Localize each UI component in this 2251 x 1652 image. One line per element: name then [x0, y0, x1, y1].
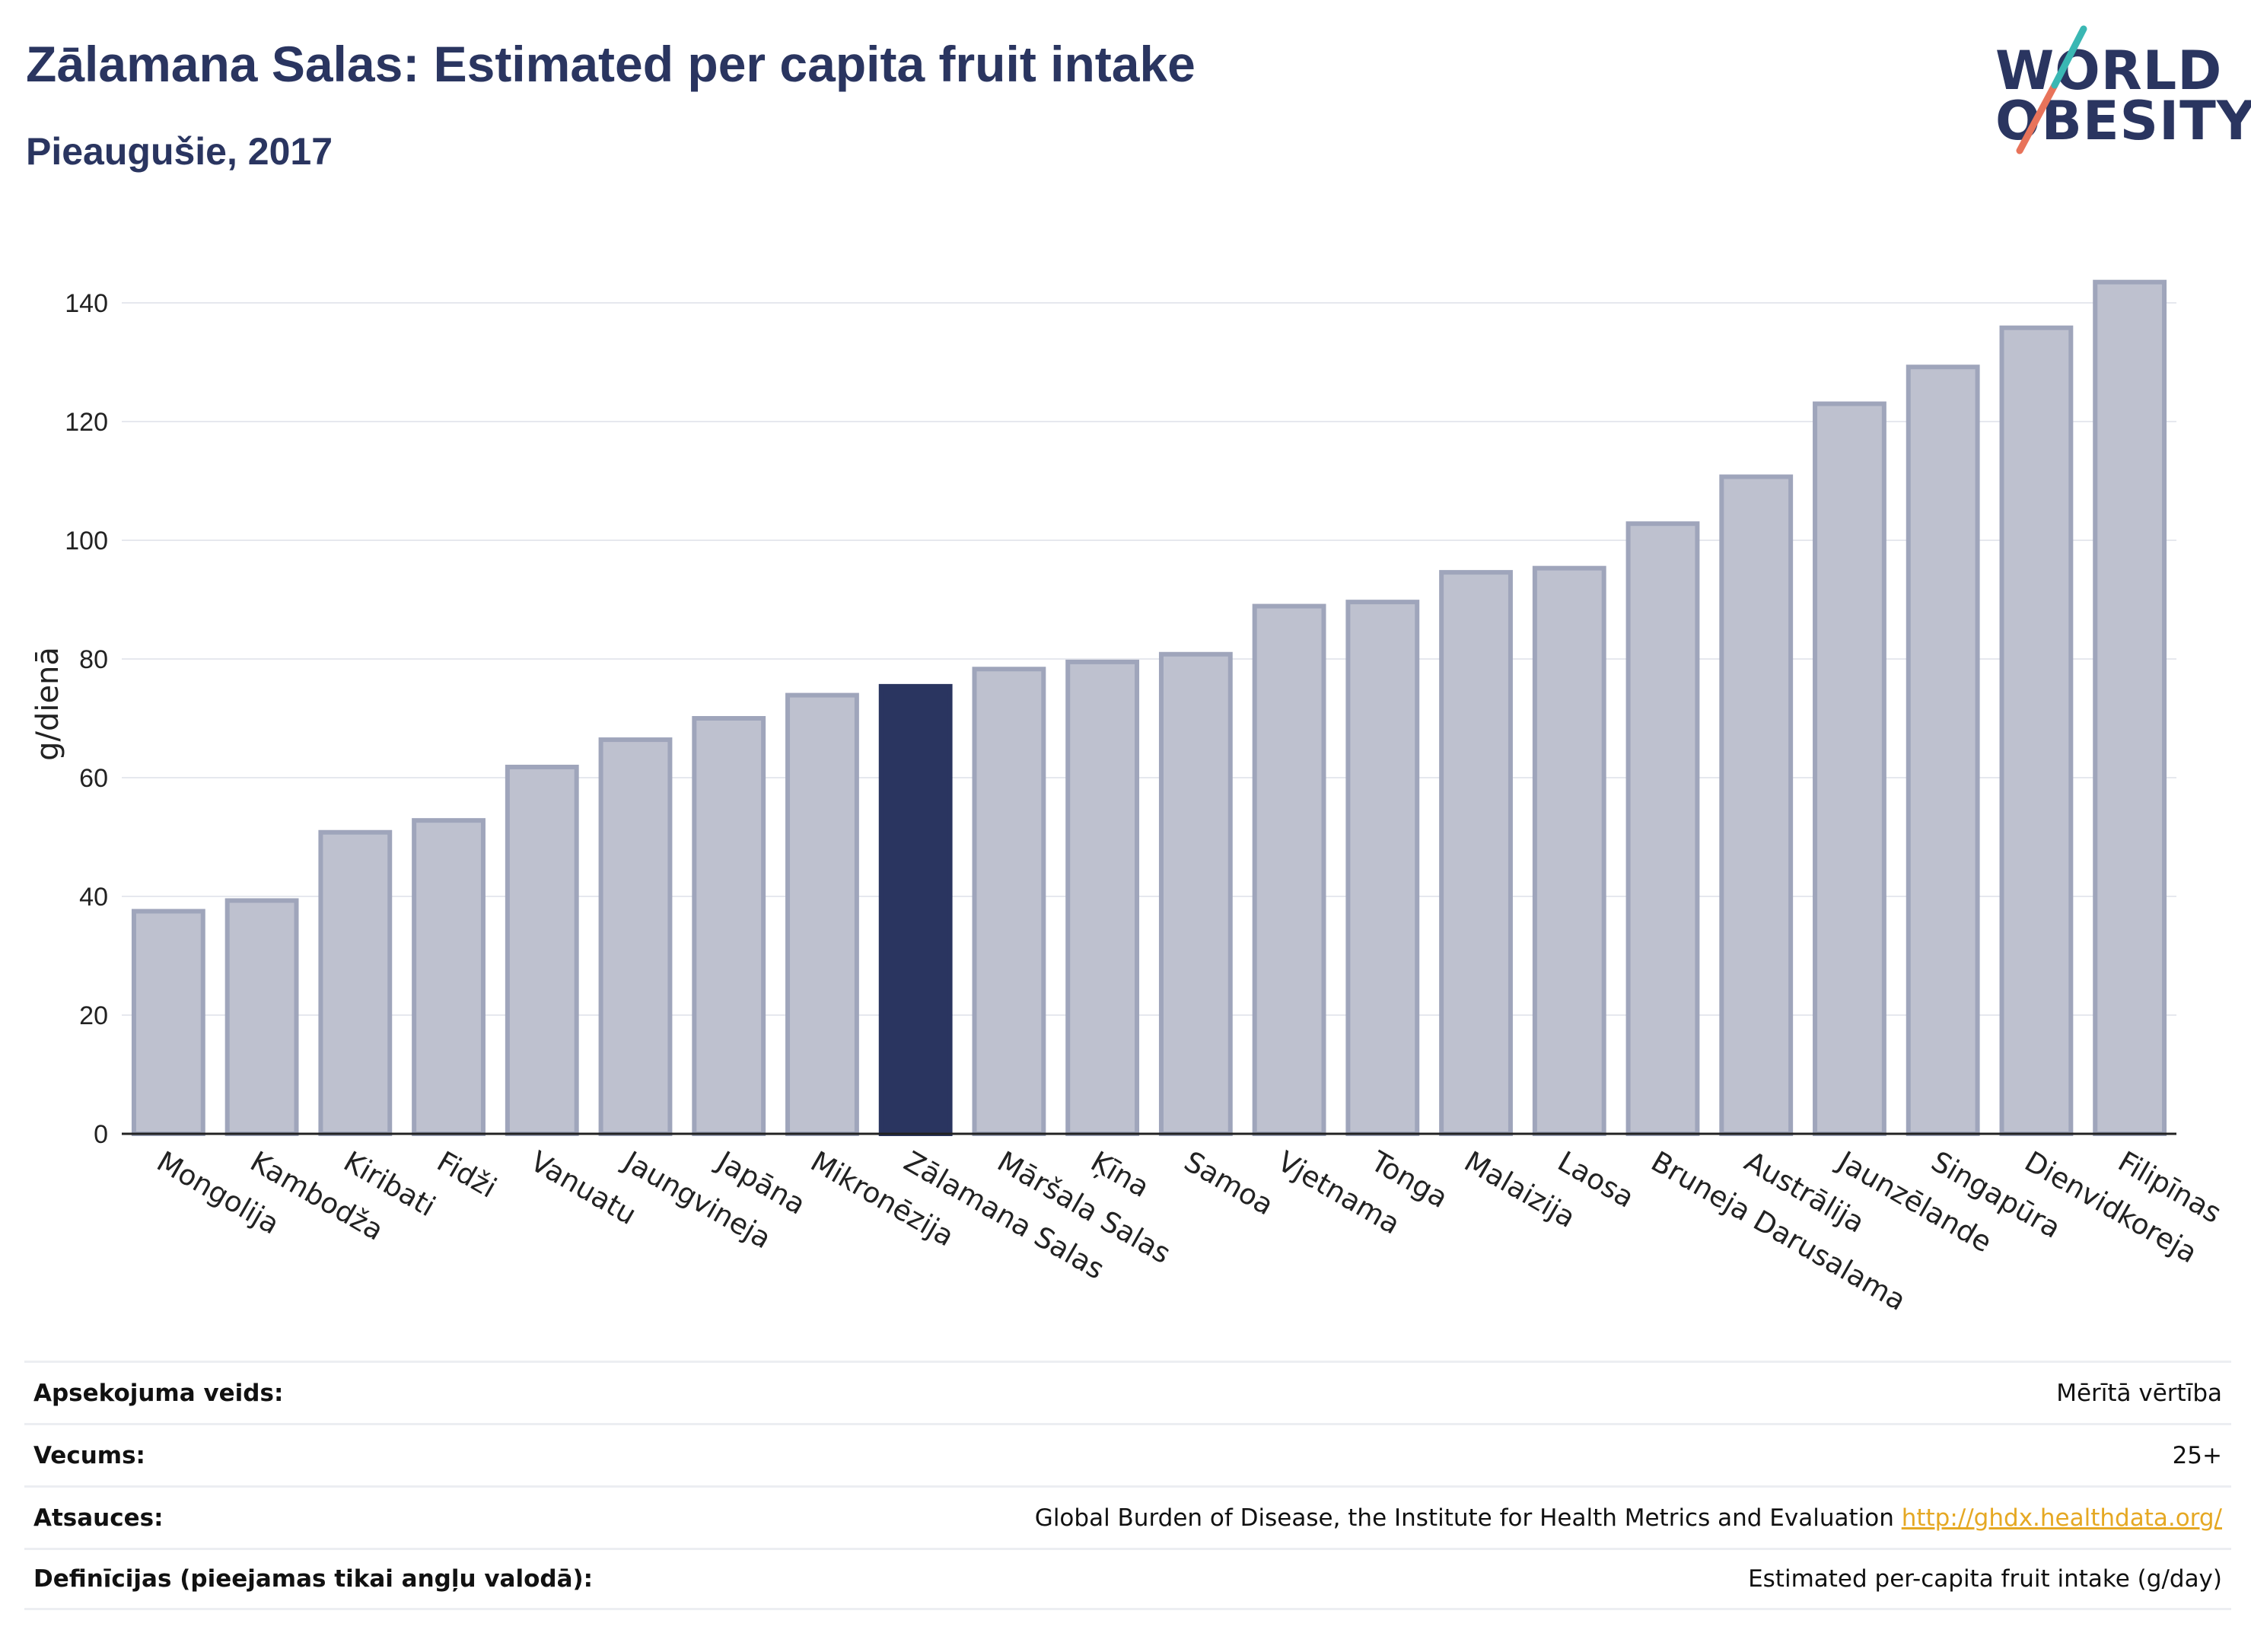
reference-text: Global Burden of Disease, the Institute … — [1034, 1504, 1894, 1532]
logo-slash-icon — [2016, 25, 2087, 154]
bar-6[interactable] — [692, 716, 766, 1136]
bar-5[interactable] — [598, 737, 673, 1136]
info-row-survey-type: Apsekojuma veids: Mērītā vērtība — [24, 1361, 2231, 1423]
y-tick-label: 40 — [79, 883, 108, 912]
y-tick-label: 60 — [79, 764, 108, 793]
bar-2[interactable] — [318, 829, 393, 1136]
y-tick-label: 120 — [65, 408, 108, 437]
y-tick-label: 140 — [65, 289, 108, 318]
info-row-definitions: Definīcijas (pieejamas tikai angļu valod… — [24, 1548, 2231, 1610]
bar-21[interactable] — [2093, 279, 2167, 1137]
x-tick-label: Jaunzēlande — [1831, 1144, 1997, 1259]
info-row-references: Atsauces: Global Burden of Disease, the … — [24, 1485, 2231, 1548]
y-tick-label: 80 — [79, 645, 108, 674]
bar-8[interactable] — [878, 683, 953, 1136]
bar-19[interactable] — [1906, 364, 1980, 1137]
info-label: Definīcijas (pieejamas tikai angļu valod… — [33, 1565, 594, 1593]
bar-14[interactable] — [1439, 570, 1513, 1136]
info-value: 25+ — [2172, 1441, 2222, 1469]
bar-3[interactable] — [412, 818, 486, 1136]
bar-20[interactable] — [1999, 325, 2074, 1136]
info-table: Apsekojuma veids: Mērītā vērtība Vecums:… — [24, 1361, 2231, 1610]
bar-7[interactable] — [785, 692, 859, 1136]
bar-10[interactable] — [1065, 659, 1140, 1136]
bar-4[interactable] — [505, 764, 579, 1137]
world-obesity-logo[interactable]: WORLD OBESITY — [1986, 23, 2251, 160]
bar-1[interactable] — [224, 898, 299, 1137]
info-label: Vecums: — [33, 1441, 145, 1469]
bar-15[interactable] — [1532, 565, 1606, 1137]
bar-chart: 020406080100120140g/dienāMongolijaKambod… — [30, 279, 2227, 1317]
y-axis-label: g/dienā — [30, 647, 65, 761]
bar-16[interactable] — [1625, 521, 1700, 1137]
info-value: Global Burden of Disease, the Institute … — [1035, 1504, 2222, 1532]
bar-0[interactable] — [131, 909, 205, 1136]
x-tick-label: Samoa — [1179, 1145, 1279, 1222]
bar-11[interactable] — [1158, 651, 1233, 1136]
bar-18[interactable] — [1813, 401, 1886, 1137]
reference-link[interactable]: http://ghdx.healthdata.org/ — [1901, 1504, 2222, 1532]
bar-12[interactable] — [1252, 603, 1326, 1136]
info-row-age: Vecums: 25+ — [24, 1423, 2231, 1485]
y-tick-label: 100 — [65, 527, 108, 555]
info-value: Mērītā vērtība — [2056, 1379, 2222, 1407]
y-tick-label: 20 — [79, 1001, 108, 1030]
bar-17[interactable] — [1719, 474, 1794, 1137]
x-tick-label: Fidži — [431, 1145, 502, 1205]
x-tick-label: Vanuatu — [525, 1145, 642, 1232]
info-value: Estimated per-capita fruit intake (g/day… — [1748, 1565, 2222, 1593]
logo-line-1: WORLD — [1995, 40, 2223, 102]
bar-13[interactable] — [1345, 600, 1420, 1136]
info-label: Atsauces: — [33, 1504, 164, 1532]
bar-9[interactable] — [972, 667, 1046, 1136]
chart-title: Zālamana Salas: Estimated per capita fru… — [26, 36, 1196, 92]
y-tick-label: 0 — [94, 1120, 108, 1149]
chart-subtitle: Pieaugušie, 2017 — [26, 130, 333, 173]
info-label: Apsekojuma veids: — [33, 1379, 284, 1407]
